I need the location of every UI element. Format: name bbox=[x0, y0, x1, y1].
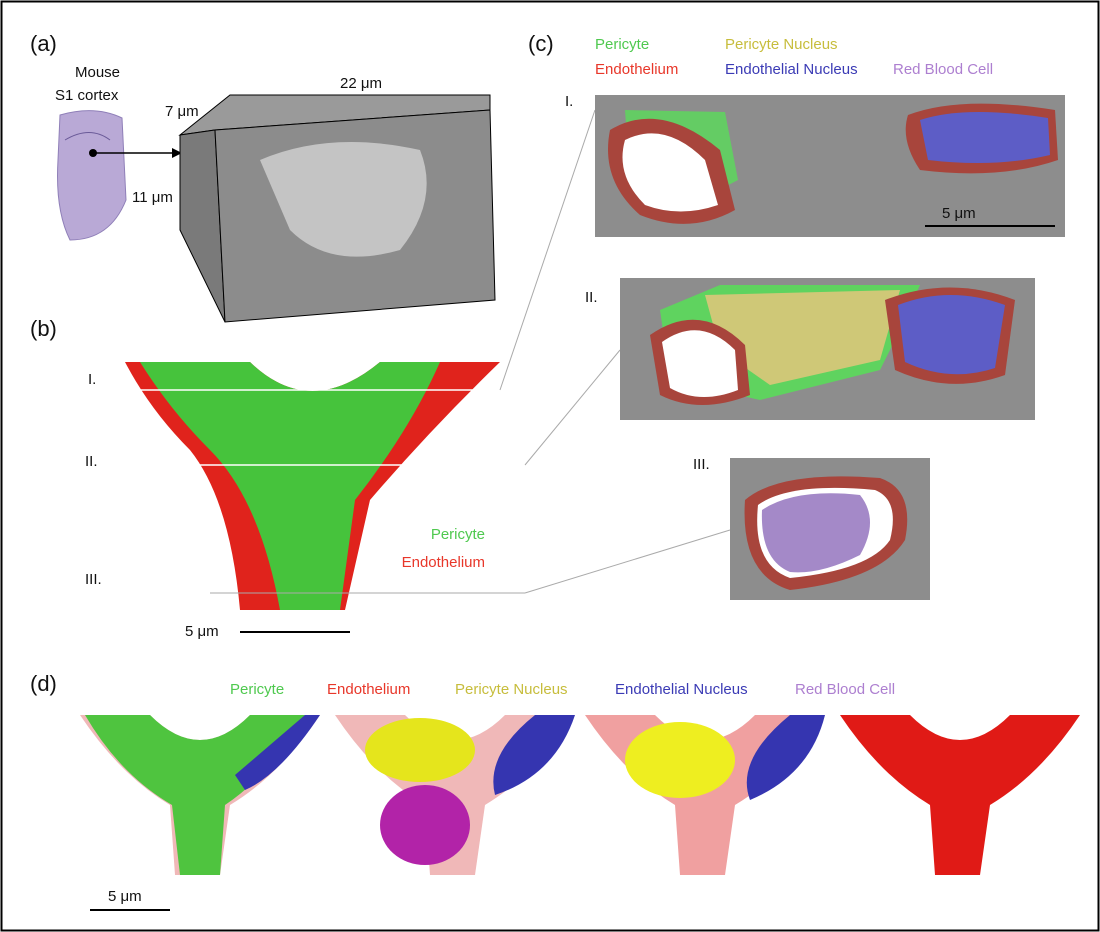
nucleus-region bbox=[898, 295, 1005, 374]
region-label: S1 cortex bbox=[55, 87, 119, 104]
panel-label: (b) bbox=[30, 316, 57, 341]
legend-entry: Endothelium bbox=[595, 61, 678, 78]
panel-label: (d) bbox=[30, 671, 57, 696]
slice-label: I. bbox=[565, 93, 573, 110]
panel-label: (c) bbox=[528, 31, 554, 56]
depth-label: 7 μm bbox=[165, 103, 199, 120]
legend-entry: Pericyte bbox=[431, 526, 485, 543]
legend-entry: Endothelial Nucleus bbox=[725, 61, 858, 78]
legend-entry: Endothelial Nucleus bbox=[615, 681, 748, 698]
specimen-label: Mouse bbox=[75, 64, 120, 81]
legend-entry: Pericyte bbox=[230, 681, 284, 698]
legend-entry: Red Blood Cell bbox=[795, 681, 895, 698]
legend-entry: Endothelium bbox=[402, 554, 485, 571]
slice-label: I. bbox=[88, 371, 96, 388]
legend-entry: Pericyte bbox=[595, 36, 649, 53]
legend-entry: Endothelium bbox=[327, 681, 410, 698]
nucleus-region bbox=[920, 112, 1050, 163]
panel-label: (a) bbox=[30, 31, 57, 56]
legend-entry: Red Blood Cell bbox=[893, 61, 993, 78]
figure: (a) Mouse S1 cortex 22 μm 7 μm 11 μm (b)… bbox=[0, 0, 1100, 932]
scale-label: 5 μm bbox=[942, 205, 976, 222]
width-label: 22 μm bbox=[340, 75, 382, 92]
legend-entry: Pericyte Nucleus bbox=[725, 36, 838, 53]
scale-label: 5 μm bbox=[108, 888, 142, 905]
slice-label: III. bbox=[85, 571, 102, 588]
slice-label: II. bbox=[585, 289, 598, 306]
legend-entry: Pericyte Nucleus bbox=[455, 681, 568, 698]
height-label: 11 μm bbox=[132, 189, 173, 206]
slice-label: II. bbox=[85, 453, 98, 470]
slice-label: III. bbox=[693, 456, 710, 473]
scale-label: 5 μm bbox=[185, 623, 219, 640]
